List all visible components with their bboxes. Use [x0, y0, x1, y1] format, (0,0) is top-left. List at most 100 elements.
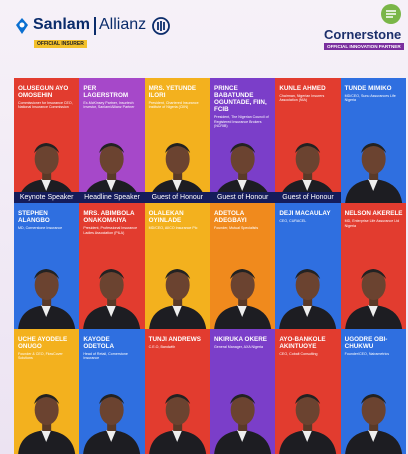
speaker-photo: [18, 268, 76, 329]
speaker-card: OLUSEGUN AYO OMOSEHIN Commissioner for In…: [14, 78, 80, 204]
speaker-card: MRS. ABIMBOLA ONAKOMAIYA President, Profe…: [79, 203, 145, 329]
name-text: AYO-BANKOLE AKINTUOYE: [279, 335, 326, 350]
speaker-name: OLUSEGUN AYO OMOSEHIN Commissioner for In…: [18, 85, 76, 110]
speaker-photo: [279, 268, 337, 329]
speaker-card: PRINCE BABATUNDE OGUNTADE, FIIN, FCIB Pre…: [210, 78, 276, 204]
name-text: KAYODE ODETOLA: [83, 335, 114, 350]
speaker-name: PRINCE BABATUNDE OGUNTADE, FIIN, FCIB Pre…: [214, 85, 272, 128]
speaker-title: President, Professional Insurance Ladies…: [83, 226, 138, 235]
name-text: TUNDE MIMIKO: [344, 85, 392, 92]
name-text: KUNLE AHMED: [279, 85, 326, 92]
speaker-card: ADETOLA ADEGBAYI Founder, Mutual Speciali…: [210, 203, 276, 329]
speaker-photo: [148, 394, 206, 454]
name-text: NELSON AKERELE: [344, 210, 403, 218]
sponsor-tag: OFFICIAL INNOVATION PARTNER: [324, 43, 404, 50]
speaker-card: STEPHEN ALANGBO MD, Cornerstone Insurance: [14, 203, 80, 329]
speaker-card: UCHE AYODELE ONUGO Founder & CEO, FlowCov…: [14, 328, 80, 454]
speaker-photo: [344, 394, 402, 454]
speaker-name: DEJI MACAULAY CEO, CURACEL: [279, 210, 337, 223]
speaker-name: UCHE AYODELE ONUGO Founder & CEO, FlowCov…: [18, 336, 76, 361]
speaker-name: ADETOLA ADEGBAYI Founder, Mutual Speciali…: [214, 210, 272, 230]
speaker-title: Chairman, Nigerian Insurers Association …: [279, 94, 325, 103]
brand: Allianz: [99, 16, 147, 33]
speaker-title: Founder, Mutual Specialists: [214, 226, 259, 231]
speaker-name: TUNDE MIMIKO MD/CEO, Sunu Assurances Life…: [345, 85, 403, 103]
speaker-name: TUNJI ANDREWS C.E.O, Bandwith: [149, 336, 207, 349]
speaker-name: MRS. YETUNDE ILORI President, Chartered I…: [149, 85, 207, 110]
speaker-card: UGODRE OBI-CHUKWU Founder/CEO, Nairametri…: [340, 328, 406, 454]
speaker-photo: [83, 268, 141, 329]
name-text: OLUSEGUN AYO OMOSEHIN: [18, 85, 69, 100]
speaker-card: AYO-BANKOLE AKINTUOYE CEO, Cobalt Consult…: [275, 328, 341, 454]
sanlam-icon: [16, 18, 28, 34]
speaker-photo: [148, 268, 206, 329]
speaker-title: MD/CEO, Sunu Assurances Life Nigeria: [344, 94, 396, 103]
name-text: OLALEKAN OYINLADE: [148, 210, 184, 225]
speaker-card: KUNLE AHMED Chairman, Nigerian Insurers A…: [275, 78, 341, 204]
speaker-card: NELSON AKERELE MD, Enterprise Life Assura…: [340, 203, 406, 329]
speaker-badge: Guest of Honour: [275, 192, 341, 204]
name-text: TUNJI ANDREWS: [148, 335, 201, 343]
divider: [94, 17, 96, 35]
speaker-name: UGODRE OBI-CHUKWU Founder/CEO, Nairametri…: [345, 336, 403, 356]
speaker-card: MRS. YETUNDE ILORI President, Chartered I…: [144, 78, 210, 204]
speaker-card: PER LAGERSTROM Ex-McKinsey Partner, Insur…: [79, 78, 145, 204]
speaker-title: Commissioner for Insurance CEO, National…: [18, 101, 73, 110]
name-text: DEJI MACAULAY: [279, 210, 331, 218]
speaker-title: Founder & CEO, FlowCover Solutions: [18, 351, 63, 361]
speaker-title: Head of Retail, Cornerstone Insurance: [83, 351, 128, 361]
brand: Sanlam: [33, 16, 90, 33]
speaker-name: NKIRUKA OKERE General Manager, AXA Nigeri…: [214, 336, 272, 349]
speaker-grid: OLUSEGUN AYO OMOSEHIN Commissioner for In…: [14, 78, 406, 454]
speaker-card: TUNJI ANDREWS C.E.O, Bandwith: [144, 328, 210, 454]
name-text: STEPHEN ALANGBO: [18, 210, 50, 225]
speaker-photo: [214, 268, 272, 329]
speaker-title: MD, Cornerstone Insurance: [18, 226, 63, 231]
name-text: MRS. ABIMBOLA ONAKOMAIYA: [83, 210, 135, 225]
speaker-title: MD, Enterprise Life Assurance Ltd Nigeri…: [344, 219, 400, 228]
sponsor-tag: OFFICIAL INSURER: [34, 40, 87, 48]
name-text: UCHE AYODELE ONUGO: [18, 335, 68, 350]
speaker-name: AYO-BANKOLE AKINTUOYE CEO, Cobalt Consult…: [279, 336, 337, 356]
speaker-photo: [214, 394, 272, 454]
speaker-badge: Guest of Honour: [210, 192, 276, 204]
speaker-title: CEO, Cobalt Consulting: [279, 351, 318, 356]
speaker-card: TUNDE MIMIKO MD/CEO, Sunu Assurances Life…: [340, 78, 406, 204]
speaker-title: CEO, CURACEL: [279, 219, 307, 224]
name-text: PRINCE BABATUNDE OGUNTADE, FIIN, FCIB: [214, 85, 267, 114]
speaker-badge: Guest of Honour: [144, 192, 210, 204]
brand: Cornerstone: [324, 27, 402, 42]
speaker-card: NKIRUKA OKERE General Manager, AXA Nigeri…: [210, 328, 276, 454]
allianz-icon: [152, 17, 170, 35]
speaker-photo: [344, 143, 402, 204]
speaker-name: PER LAGERSTROM Ex-McKinsey Partner, Insur…: [83, 85, 141, 110]
speaker-badge: Headline Speaker: [79, 192, 145, 204]
speaker-title: Ex-McKinsey Partner, Insurtech Investor,…: [83, 101, 135, 110]
speaker-card: DEJI MACAULAY CEO, CURACEL: [275, 203, 341, 329]
speaker-title: C.E.O, Bandwith: [148, 344, 176, 349]
speaker-name: STEPHEN ALANGBO MD, Cornerstone Insurance: [18, 210, 76, 230]
speaker-title: President, The Nigerian Council of Regis…: [214, 115, 269, 128]
cornerstone-icon: [381, 4, 401, 24]
speaker-name: MRS. ABIMBOLA ONAKOMAIYA President, Profe…: [83, 210, 141, 235]
speaker-title: General Manager, AXA Nigeria: [214, 344, 263, 349]
speaker-name: OLALEKAN OYINLADE MD/CEO, AIICO Insurance…: [149, 210, 207, 230]
name-text: PER LAGERSTROM: [83, 85, 129, 100]
speaker-name: KUNLE AHMED Chairman, Nigerian Insurers A…: [279, 85, 337, 103]
name-text: MRS. YETUNDE ILORI: [148, 85, 197, 100]
speaker-photo: [18, 394, 76, 454]
speaker-title: Founder/CEO, Nairametrics: [344, 351, 389, 356]
speaker-name: KAYODE ODETOLA Head of Retail, Cornerston…: [83, 336, 141, 361]
speaker-card: KAYODE ODETOLA Head of Retail, Cornerston…: [79, 328, 145, 454]
speaker-photo: [279, 394, 337, 454]
name-text: NKIRUKA OKERE: [214, 335, 267, 343]
speaker-badge: Keynote Speaker: [14, 192, 80, 204]
speaker-title: President, Chartered Insurance Institute…: [148, 101, 199, 110]
speaker-name: NELSON AKERELE MD, Enterprise Life Assura…: [345, 210, 403, 228]
speaker-photo: [344, 268, 402, 329]
name-text: ADETOLA ADEGBAYI: [214, 210, 247, 225]
name-text: UGODRE OBI-CHUKWU: [344, 335, 388, 350]
speaker-photo: [83, 394, 141, 454]
speaker-title: MD/CEO, AIICO Insurance Plc: [148, 226, 198, 231]
